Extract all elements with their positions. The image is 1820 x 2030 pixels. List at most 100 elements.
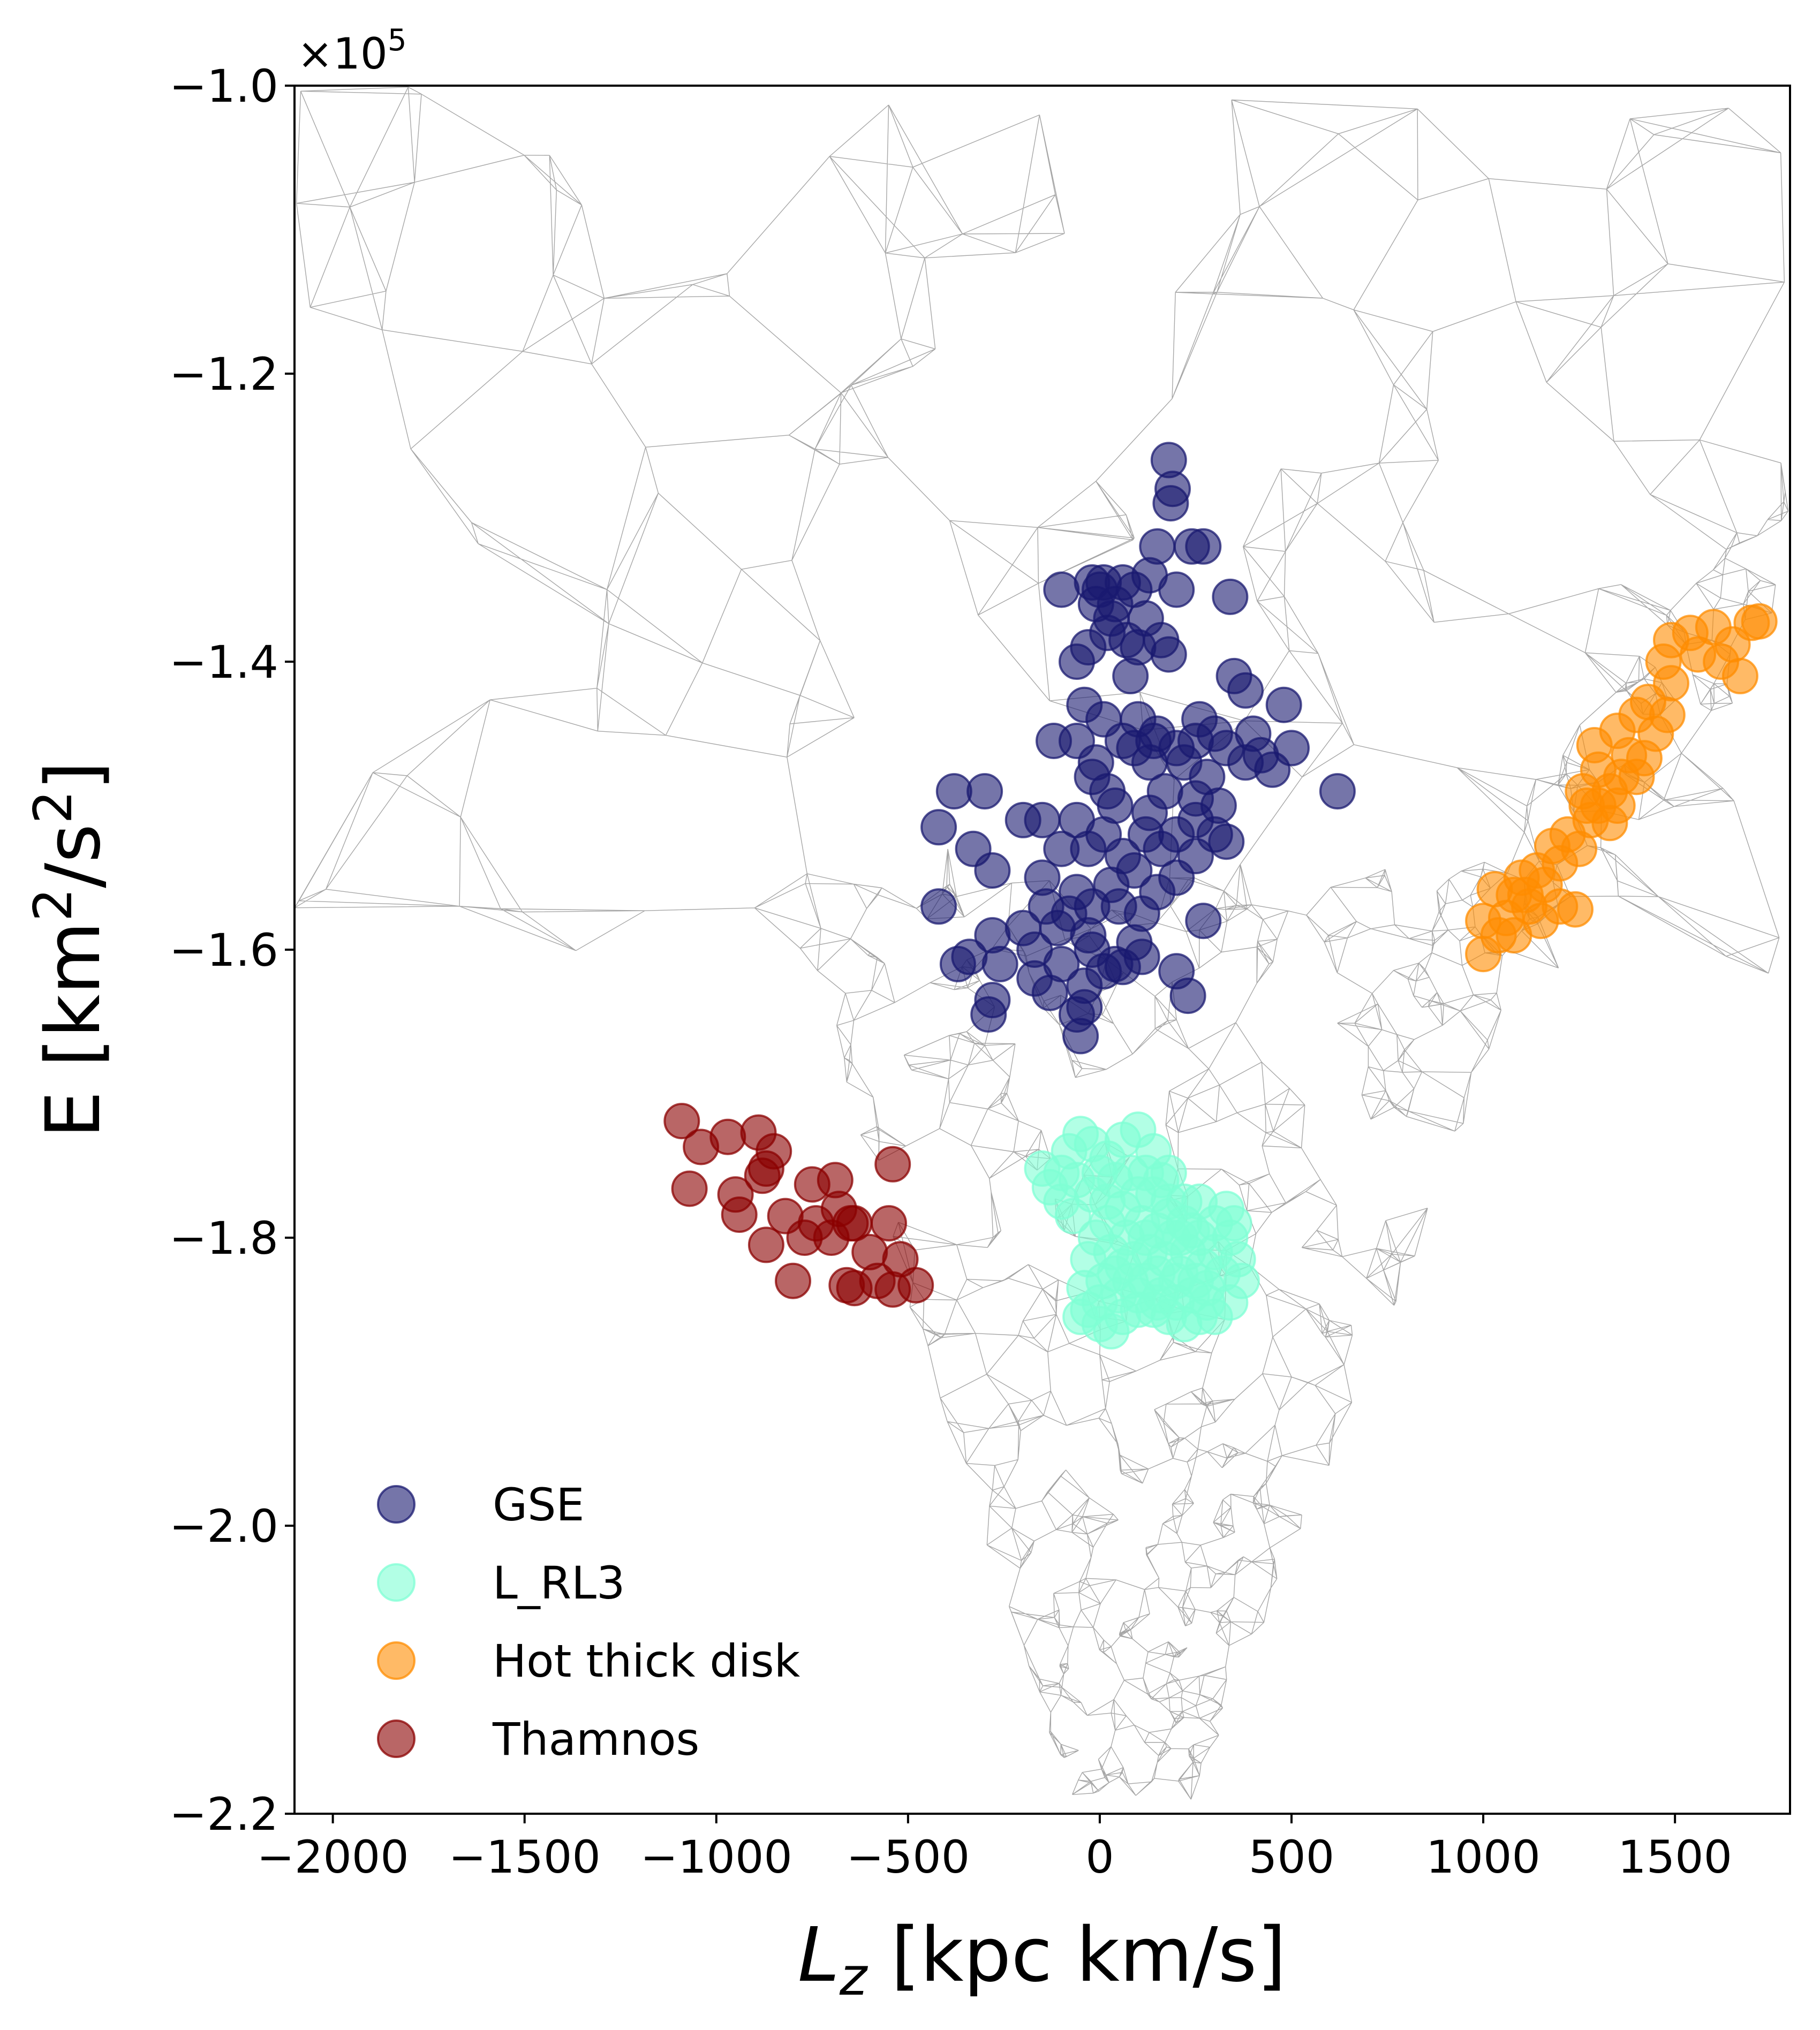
data-point — [920, 809, 957, 846]
data-point — [1208, 823, 1245, 860]
data-point — [1227, 672, 1264, 709]
data-point — [1507, 876, 1544, 913]
data-point — [671, 1170, 708, 1207]
data-point — [721, 1196, 758, 1233]
y-tick-label: −1.8 — [169, 1212, 278, 1264]
legend-label: Thamnos — [492, 1713, 699, 1766]
data-point — [1089, 1183, 1126, 1220]
data-point — [1181, 701, 1218, 738]
y-tick-label: −1.6 — [169, 924, 278, 976]
data-point — [1031, 974, 1068, 1011]
data-point — [1100, 888, 1137, 925]
data-point — [1173, 528, 1210, 565]
series-hot-thick-disk — [1465, 603, 1778, 973]
data-point — [897, 1267, 934, 1304]
data-point — [1254, 751, 1291, 788]
data-point — [1185, 903, 1222, 940]
x-axis-label: Lz [kpc km/s] — [798, 1912, 1286, 2008]
x-tick-label: 1500 — [1618, 1831, 1732, 1883]
data-point — [1139, 874, 1176, 911]
legend-marker — [377, 1641, 416, 1680]
data-point — [874, 1146, 911, 1183]
data-point — [1162, 1219, 1199, 1256]
data-point — [1189, 1284, 1226, 1321]
data-point — [1135, 723, 1172, 759]
data-point — [1557, 891, 1594, 928]
legend-marker — [377, 1563, 416, 1602]
y-offset-text: ×105 — [297, 23, 406, 79]
data-point — [1143, 1162, 1180, 1199]
data-point — [1028, 888, 1064, 925]
data-point — [1062, 1298, 1099, 1335]
data-point — [1496, 917, 1532, 954]
data-point — [1005, 801, 1041, 838]
data-point — [663, 1103, 700, 1140]
y-tick-label: −2.0 — [169, 1500, 278, 1552]
data-point — [1097, 787, 1134, 824]
y-tick-label: −1.2 — [169, 348, 278, 400]
x-tick-label: 1000 — [1426, 1831, 1540, 1883]
data-point — [1235, 715, 1272, 752]
data-point — [1169, 978, 1206, 1014]
series-thamnos — [663, 1103, 934, 1308]
x-tick-label: −2000 — [257, 1831, 409, 1883]
data-point — [970, 996, 1007, 1033]
y-tick-label: −1.4 — [169, 636, 278, 688]
data-point — [1043, 571, 1080, 608]
data-point — [1070, 830, 1107, 867]
legend-marker — [377, 1720, 416, 1758]
legend: GSE L_RL3 Hot thick disk Thamnos — [377, 1479, 801, 1766]
data-point — [939, 945, 976, 982]
y-axis-label: E [km2/s2] — [23, 761, 117, 1138]
data-point — [1116, 852, 1153, 889]
data-point — [1215, 1205, 1252, 1242]
data-point — [871, 1205, 907, 1242]
legend-label: GSE — [493, 1479, 585, 1531]
data-point — [920, 888, 957, 925]
data-point — [1319, 773, 1356, 810]
x-tick-label: −500 — [846, 1831, 970, 1883]
data-point — [1062, 1018, 1099, 1055]
data-point — [1465, 936, 1502, 973]
series-gse — [920, 442, 1356, 1055]
data-point — [974, 852, 1011, 889]
scatter-series — [663, 442, 1778, 1350]
data-point — [1112, 657, 1149, 694]
data-point — [1177, 801, 1214, 838]
data-point — [1093, 600, 1130, 637]
legend-label: Hot thick disk — [493, 1635, 801, 1687]
data-point — [775, 1262, 811, 1299]
data-point — [747, 1226, 784, 1263]
y-tick-label: −1.0 — [169, 60, 278, 112]
x-axis-ticks: −2000 −1500 −1000 −500 0 500 1000 1500 — [257, 1814, 1732, 1883]
legend-label: L_RL3 — [493, 1557, 625, 1609]
x-tick-label: −1500 — [449, 1831, 601, 1883]
data-point — [709, 1118, 746, 1155]
data-point — [981, 945, 1018, 982]
data-point — [1568, 787, 1605, 824]
series-l-rl3 — [1024, 1111, 1260, 1350]
data-point — [1074, 931, 1111, 968]
x-tick-label: 0 — [1085, 1831, 1114, 1883]
data-point — [1265, 686, 1302, 723]
data-point — [744, 1157, 781, 1194]
data-point — [966, 773, 1003, 810]
y-axis-ticks: −2.2 −2.0 −1.8 −1.6 −1.4 −1.2 −1.0 — [169, 60, 294, 1840]
data-point — [1059, 643, 1095, 680]
data-point — [1005, 910, 1041, 946]
data-point — [1127, 1219, 1164, 1256]
x-tick-label: −1000 — [640, 1831, 792, 1883]
data-point — [935, 773, 972, 810]
data-point — [1104, 1248, 1141, 1285]
data-point — [1131, 794, 1168, 831]
data-point — [1158, 571, 1195, 608]
x-tick-label: 500 — [1249, 1831, 1334, 1883]
data-point — [1212, 578, 1249, 615]
y-tick-label: −2.2 — [169, 1788, 278, 1840]
data-point — [1043, 1154, 1080, 1191]
data-point — [1150, 636, 1187, 673]
data-point — [1077, 744, 1114, 781]
data-point — [1054, 1198, 1091, 1234]
data-point — [836, 1270, 873, 1307]
